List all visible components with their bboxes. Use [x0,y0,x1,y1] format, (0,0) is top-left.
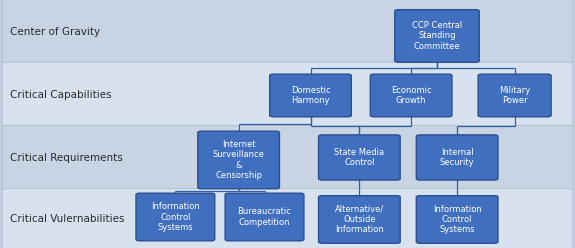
Text: Critical Capabilities: Critical Capabilities [10,90,112,100]
FancyBboxPatch shape [2,0,573,64]
FancyBboxPatch shape [319,135,400,180]
Text: Critical Requirements: Critical Requirements [10,153,123,163]
FancyBboxPatch shape [198,131,279,189]
Text: Internet
Surveillance
&
Censorship: Internet Surveillance & Censorship [213,140,264,180]
Text: Bureaucratic
Competition: Bureaucratic Competition [237,207,292,227]
Text: Information
Control
Systems: Information Control Systems [151,202,200,232]
Text: Critical Vulernabilities: Critical Vulernabilities [10,214,125,224]
Text: CCP Central
Standing
Committee: CCP Central Standing Committee [412,21,462,51]
FancyBboxPatch shape [136,193,215,241]
FancyBboxPatch shape [2,62,573,127]
FancyBboxPatch shape [394,10,480,62]
Text: State Media
Control: State Media Control [334,148,385,167]
Text: Information
Control
Systems: Information Control Systems [433,205,481,234]
Text: Alternative/
Outside
Information: Alternative/ Outside Information [335,205,384,234]
Text: Economic
Growth: Economic Growth [391,86,431,105]
FancyBboxPatch shape [478,74,551,117]
FancyBboxPatch shape [370,74,452,117]
Text: Military
Power: Military Power [499,86,530,105]
FancyBboxPatch shape [2,125,573,191]
FancyBboxPatch shape [416,196,498,243]
Text: Internal
Security: Internal Security [440,148,474,167]
FancyBboxPatch shape [2,189,573,248]
FancyBboxPatch shape [225,193,304,241]
Text: Domestic
Harmony: Domestic Harmony [291,86,330,105]
FancyBboxPatch shape [416,135,498,180]
FancyBboxPatch shape [319,196,400,243]
FancyBboxPatch shape [270,74,351,117]
Text: Center of Gravity: Center of Gravity [10,27,101,37]
